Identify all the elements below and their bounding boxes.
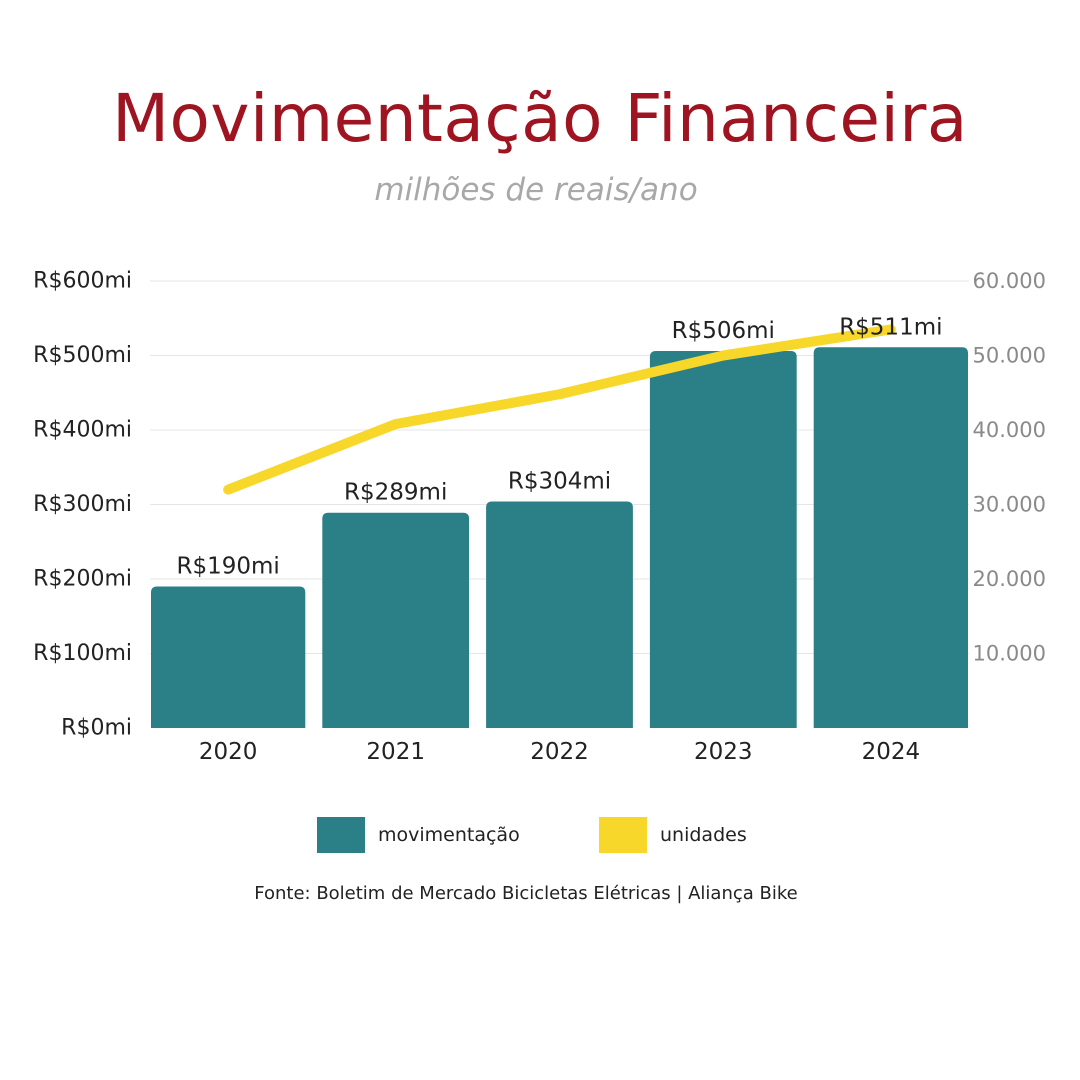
y-left-tick-label: R$100mi: [33, 641, 132, 666]
x-tick-label: 2021: [366, 739, 425, 765]
legend-label-movimentacao: movimentação: [378, 824, 520, 846]
point-unidades-2020: [227, 488, 230, 491]
x-tick-label: 2020: [199, 739, 258, 765]
y-right-tick-label: 40.000: [973, 418, 1046, 442]
bar-2024: [813, 347, 968, 728]
y-left-tick-label: R$500mi: [33, 343, 132, 368]
y-left-tick-label: R$0mi: [61, 716, 132, 741]
chart-subtitle: milhões de reais/ano: [374, 172, 698, 208]
point-unidades-2021: [394, 423, 397, 426]
bar-data-label: R$506mi: [672, 318, 775, 344]
y-left-tick-label: R$200mi: [33, 567, 132, 592]
bar-data-label: R$304mi: [508, 469, 611, 495]
bar-data-label: R$511mi: [839, 314, 942, 340]
y-left-tick-label: R$400mi: [33, 418, 132, 443]
legend-item-unidades: unidades: [599, 817, 747, 853]
y-left-tick-label: R$600mi: [33, 269, 132, 294]
x-tick-label: 2022: [530, 739, 589, 765]
y-right-tick-label: 50.000: [973, 344, 1046, 368]
bar-2023: [649, 351, 797, 728]
legend-swatch-movimentacao: [317, 817, 365, 853]
point-unidades-2024: [889, 328, 892, 331]
legend-item-movimentacao: movimentação: [317, 817, 520, 853]
x-tick-label: 2023: [694, 739, 753, 765]
chart-source: Fonte: Boletim de Mercado Bicicletas Elé…: [254, 883, 798, 904]
y-right-tick-label: 60.000: [973, 269, 1046, 293]
bar-data-label: R$190mi: [176, 553, 279, 579]
y-left-tick-label: R$300mi: [33, 492, 132, 517]
bar-2020: [151, 586, 306, 728]
legend-label-unidades: unidades: [660, 824, 747, 846]
y-right-tick-label: 10.000: [973, 642, 1046, 666]
point-unidades-2022: [558, 393, 561, 396]
chart-title: Movimentação Financeira: [112, 80, 968, 157]
bar-2021: [322, 512, 470, 728]
point-unidades-2023: [722, 354, 725, 357]
bar-2022: [486, 501, 633, 728]
bar-data-label: R$289mi: [344, 480, 447, 506]
y-right-tick-label: 20.000: [973, 567, 1046, 591]
x-tick-label: 2024: [862, 739, 921, 765]
legend-swatch-unidades: [599, 817, 647, 853]
y-right-tick-label: 30.000: [973, 493, 1046, 517]
